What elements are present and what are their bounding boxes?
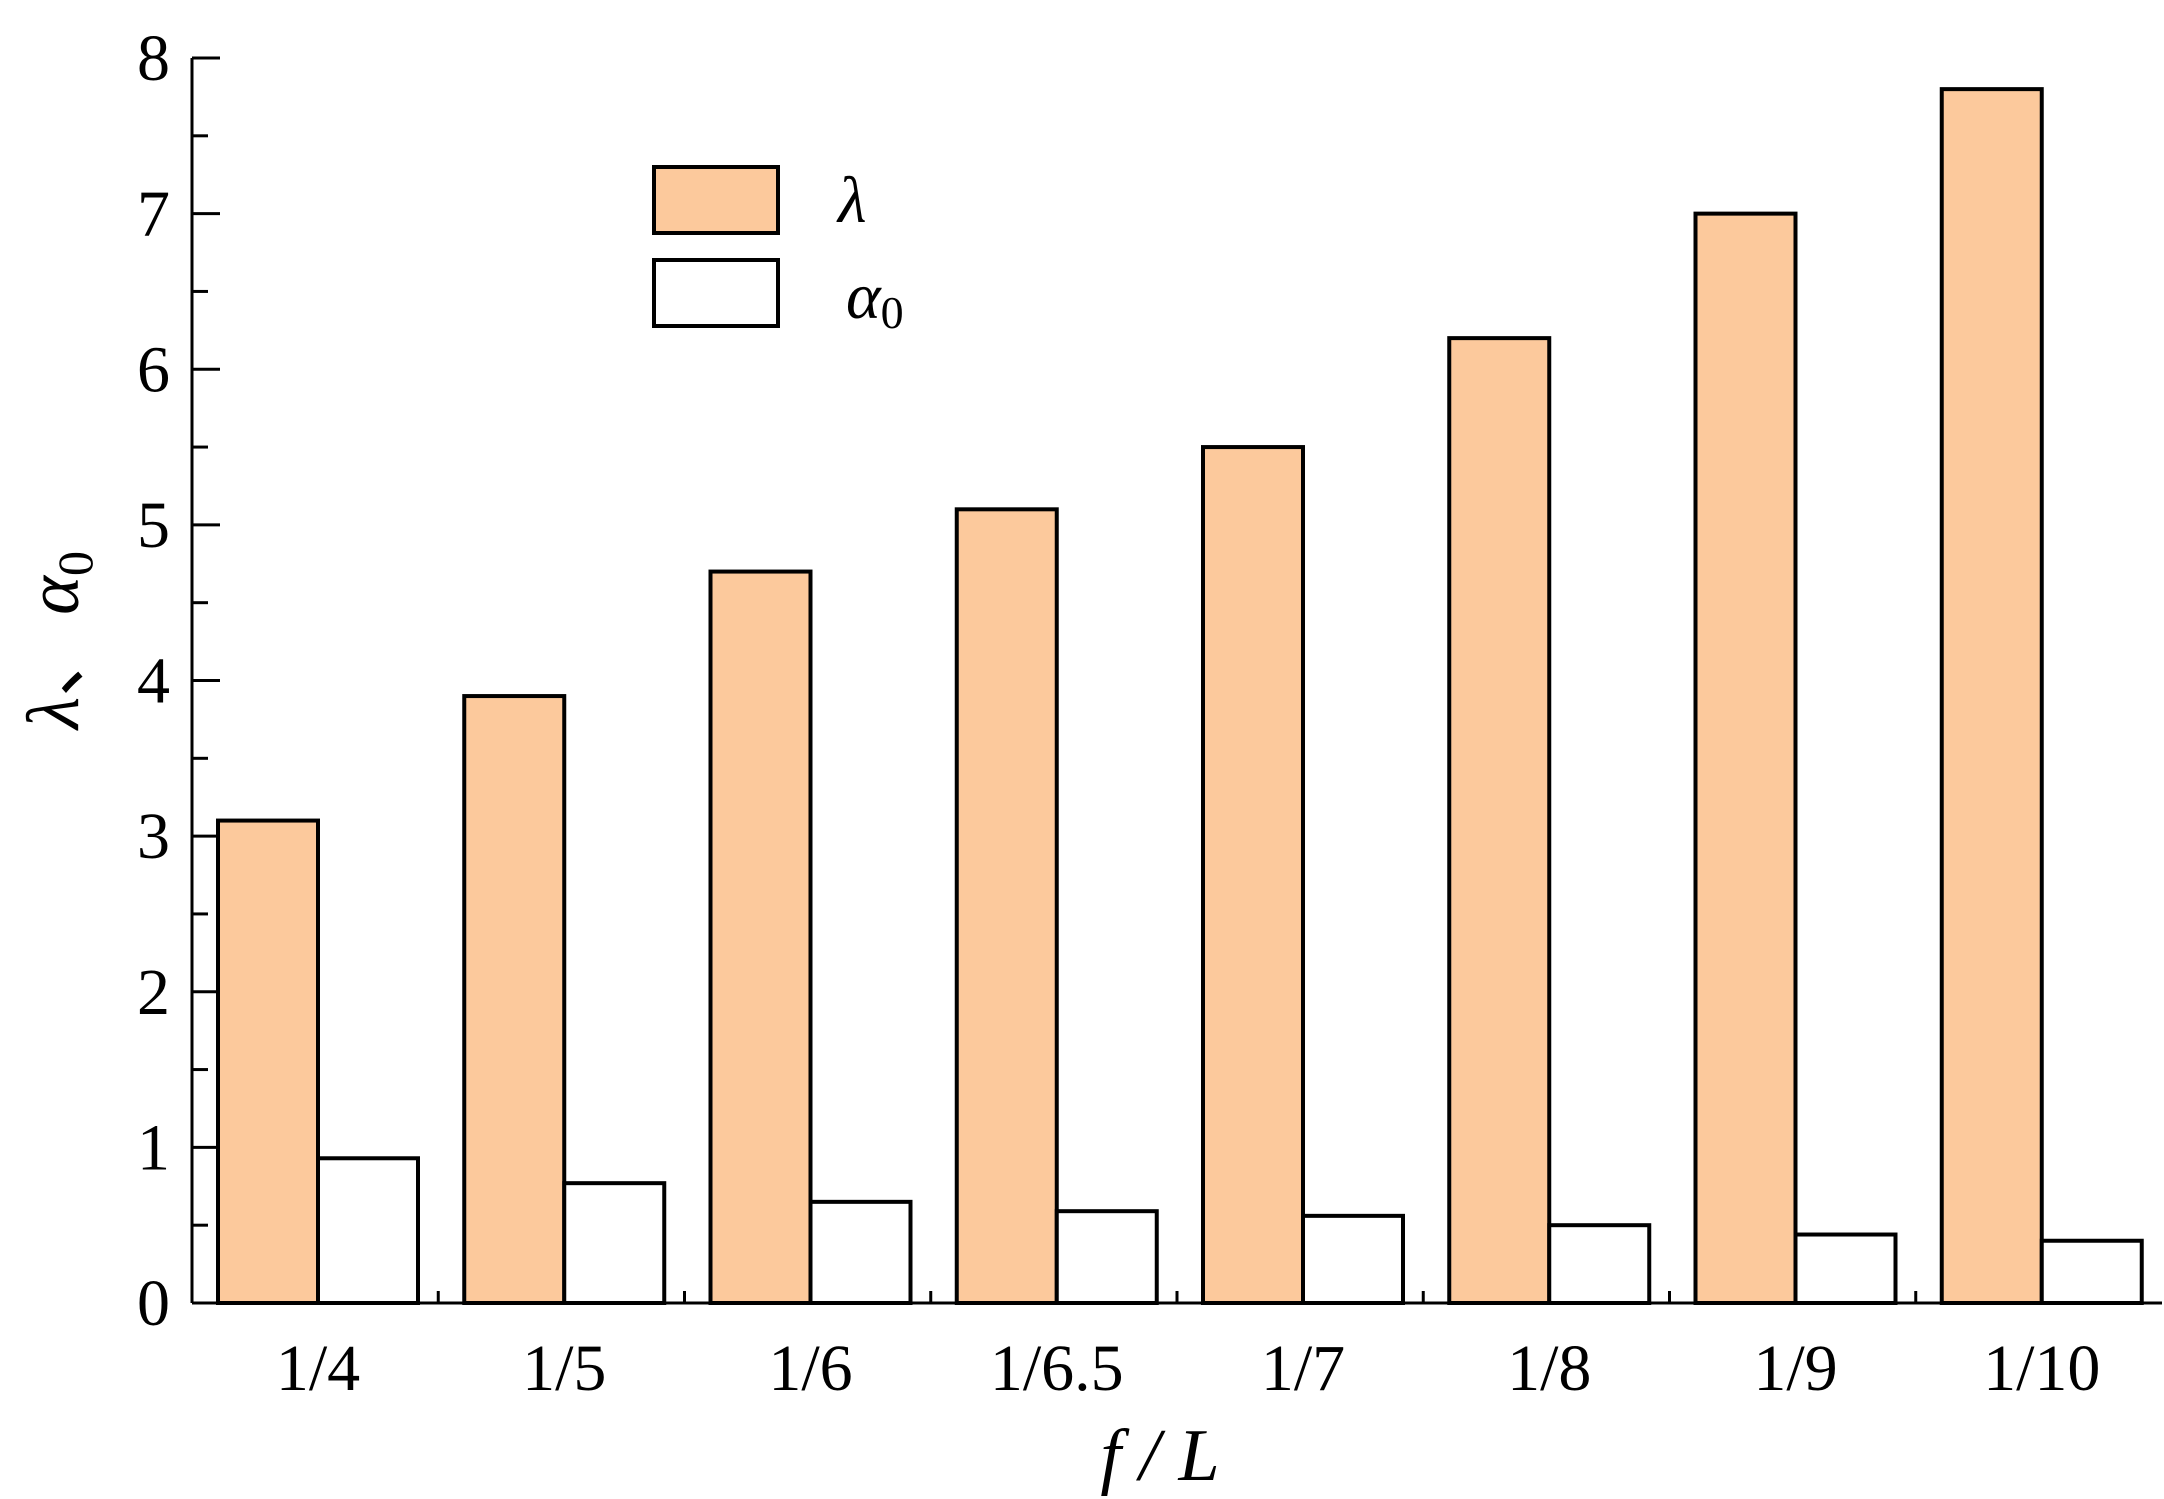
y-tick-label: 4 bbox=[137, 645, 170, 718]
legend-label-alpha-symbol: α bbox=[846, 260, 882, 333]
x-ticks-group: 1/4 1/5 1/6 1/6.5 1/7 1/8 1/9 1/10 bbox=[276, 1291, 2100, 1405]
legend-swatch-lambda bbox=[652, 165, 780, 235]
legend-label-alpha: α0 bbox=[846, 260, 904, 338]
legend: λ α0 bbox=[652, 164, 904, 338]
x-tick-label: 1/9 bbox=[1753, 1332, 1837, 1405]
bar-alpha-7 bbox=[1793, 1232, 1898, 1306]
y-axis-label-alpha: α bbox=[13, 574, 95, 615]
bar-lambda-6 bbox=[1447, 336, 1552, 1305]
y-ticks-group: 0 1 2 3 4 5 6 7 8 bbox=[137, 22, 220, 1340]
bar-lambda-7 bbox=[1693, 211, 1798, 1305]
y-tick-label: 6 bbox=[137, 333, 170, 406]
x-tick-label: 1/5 bbox=[522, 1332, 606, 1405]
bar-alpha-8 bbox=[2039, 1238, 2144, 1305]
x-tick-label: 1/4 bbox=[276, 1332, 360, 1405]
legend-label-alpha-subscript: 0 bbox=[881, 287, 904, 338]
y-axis-label-lambda: λ bbox=[13, 697, 95, 731]
legend-swatch-alpha bbox=[652, 258, 780, 328]
bars-group bbox=[216, 87, 2144, 1306]
y-tick-label: 0 bbox=[137, 1267, 170, 1340]
bar-alpha-1 bbox=[316, 1156, 420, 1306]
bar-alpha-4 bbox=[1054, 1209, 1159, 1306]
bar-lambda-4 bbox=[954, 507, 1059, 1305]
x-tick-label: 1/6 bbox=[768, 1332, 852, 1405]
y-axis-label-separator: 、 bbox=[13, 623, 95, 697]
y-axis-label-alpha-subscript: 0 bbox=[47, 551, 103, 576]
y-tick-label: 7 bbox=[137, 178, 170, 251]
y-tick-label: 5 bbox=[137, 489, 170, 562]
y-tick-label: 8 bbox=[137, 22, 170, 95]
x-axis-label: f / L bbox=[1100, 1415, 1219, 1497]
y-tick-label: 1 bbox=[137, 1111, 170, 1184]
y-tick-label: 2 bbox=[137, 956, 170, 1029]
bar-alpha-2 bbox=[562, 1181, 667, 1305]
x-tick-label: 1/6.5 bbox=[990, 1332, 1124, 1405]
x-tick-label: 1/8 bbox=[1507, 1332, 1591, 1405]
bar-lambda-8 bbox=[1939, 87, 2044, 1305]
y-axis-label: λ、 α0 bbox=[13, 551, 103, 731]
legend-label-lambda: λ bbox=[836, 164, 867, 237]
y-tick-label: 3 bbox=[137, 800, 170, 873]
bar-lambda-3 bbox=[708, 569, 813, 1305]
bar-alpha-5 bbox=[1301, 1213, 1405, 1305]
bar-lambda-1 bbox=[216, 818, 320, 1305]
x-tick-label: 1/7 bbox=[1261, 1332, 1345, 1405]
x-tick-label: 1/10 bbox=[1983, 1332, 2100, 1405]
bar-lambda-2 bbox=[462, 694, 567, 1305]
bar-alpha-6 bbox=[1547, 1223, 1652, 1305]
bar-alpha-3 bbox=[808, 1199, 913, 1305]
bar-lambda-5 bbox=[1201, 445, 1305, 1305]
